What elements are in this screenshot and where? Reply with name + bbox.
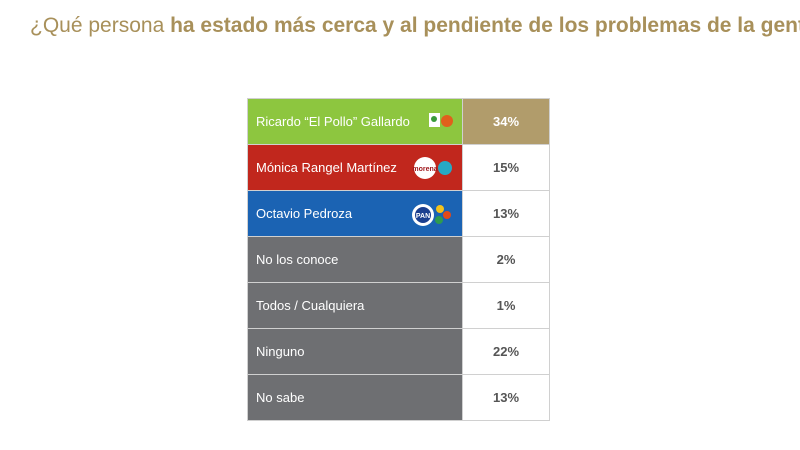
row-value: 13%	[462, 190, 550, 237]
row-value: 13%	[462, 374, 550, 421]
svg-text:PAN: PAN	[416, 213, 430, 220]
row-value: 34%	[462, 98, 550, 145]
table-row: Mónica Rangel Martínez morena 15%	[247, 144, 550, 191]
table-row: Ninguno 22%	[247, 328, 550, 375]
party-logos	[429, 113, 453, 127]
row-label: Mónica Rangel Martínez morena	[247, 144, 463, 191]
svg-text:morena: morena	[412, 166, 437, 173]
table-row: No los conoce 2%	[247, 236, 550, 283]
table-row: Ricardo “El Pollo” Gallardo 34%	[247, 98, 550, 145]
table-row: Octavio Pedroza PAN 13%	[247, 190, 550, 237]
table-row: No sabe 13%	[247, 374, 550, 421]
row-label: No sabe	[247, 374, 463, 421]
party-logos: PAN	[412, 204, 451, 226]
row-label: Ricardo “El Pollo” Gallardo	[247, 98, 463, 145]
table-row: Todos / Cualquiera 1%	[247, 282, 550, 329]
party-logos: morena	[412, 157, 452, 179]
row-label: Todos / Cualquiera	[247, 282, 463, 329]
row-label: No los conoce	[247, 236, 463, 283]
title-part: ¿Qué persona	[30, 14, 171, 37]
row-label: Ninguno	[247, 328, 463, 375]
title-part: ha estado más cerca y al pendiente de lo…	[170, 14, 800, 37]
results-table: Ricardo “El Pollo” Gallardo 34% Mónica Ran…	[247, 98, 550, 421]
row-value: 2%	[462, 236, 550, 283]
row-value: 1%	[462, 282, 550, 329]
row-value: 15%	[462, 144, 550, 191]
row-value: 22%	[462, 328, 550, 375]
title: ¿Qué persona ha estado más cerca y al pe…	[30, 14, 800, 38]
row-label: Octavio Pedroza PAN	[247, 190, 463, 237]
